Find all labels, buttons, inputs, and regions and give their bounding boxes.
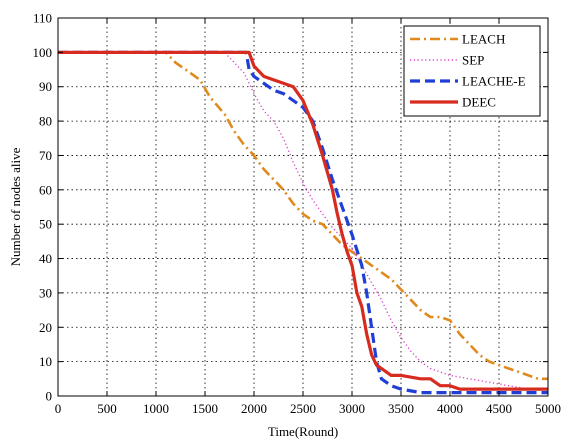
- x-tick-label: 500: [97, 401, 117, 416]
- x-tick-label: 2000: [241, 401, 267, 416]
- x-tick-label: 1500: [192, 401, 218, 416]
- y-tick-label: 90: [39, 79, 52, 94]
- legend: LEACH SEP LEACHE-E DEEC: [403, 25, 541, 117]
- y-tick-label: 10: [39, 354, 52, 369]
- y-tick-label: 110: [33, 11, 52, 26]
- y-axis-title: Number of nodes alive: [8, 147, 23, 266]
- y-tick-label: 30: [39, 285, 52, 300]
- y-tick-label: 50: [39, 217, 52, 232]
- y-tick-label: 20: [39, 320, 52, 335]
- y-tick-label: 100: [33, 45, 53, 60]
- y-tick-label: 0: [46, 389, 53, 404]
- x-tick-label: 0: [55, 401, 62, 416]
- x-axis-title: Time(Round): [268, 424, 338, 439]
- x-tick-label: 2500: [290, 401, 316, 416]
- y-tick-label: 70: [39, 148, 52, 163]
- legend-label: SEP: [462, 53, 484, 68]
- series-lines: [58, 50, 548, 395]
- series-line-leach: [58, 51, 548, 381]
- legend-label: LEACHE-E: [462, 74, 526, 89]
- y-tick-label: 40: [39, 251, 52, 266]
- y-tick-label: 80: [39, 114, 52, 129]
- x-tick-label: 3500: [388, 401, 414, 416]
- x-tick-label: 1000: [143, 401, 169, 416]
- axis-ticks: 0 500 1000 1500 2000 2500 3000 3500 4000 4500 5000…: [33, 11, 562, 417]
- series-line-leache-e: [58, 50, 548, 395]
- x-tick-label: 4500: [486, 401, 512, 416]
- y-tick-label: 60: [39, 182, 52, 197]
- series-line-deec: [58, 50, 548, 391]
- x-tick-label: 5000: [535, 401, 561, 416]
- x-tick-label: 4000: [437, 401, 463, 416]
- legend-label: LEACH: [462, 32, 505, 47]
- x-tick-label: 3000: [339, 401, 365, 416]
- legend-label: DEEC: [462, 95, 496, 110]
